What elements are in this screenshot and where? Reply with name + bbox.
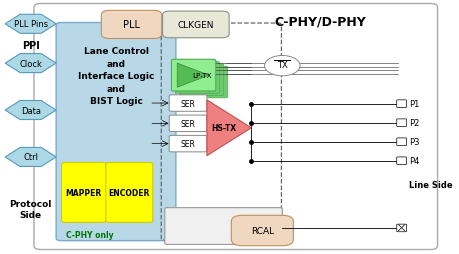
Text: SER: SER xyxy=(180,99,195,108)
FancyBboxPatch shape xyxy=(396,138,406,146)
FancyBboxPatch shape xyxy=(169,136,207,152)
FancyBboxPatch shape xyxy=(175,62,219,94)
Text: PLL: PLL xyxy=(123,20,140,30)
FancyBboxPatch shape xyxy=(169,116,207,132)
FancyBboxPatch shape xyxy=(396,157,406,165)
Text: HS-TX: HS-TX xyxy=(210,124,235,133)
Text: MAPPER: MAPPER xyxy=(66,188,102,197)
Polygon shape xyxy=(5,148,56,167)
Text: C-PHY only: C-PHY only xyxy=(66,230,114,239)
FancyBboxPatch shape xyxy=(396,119,406,127)
FancyBboxPatch shape xyxy=(169,96,207,112)
Text: RCAL: RCAL xyxy=(250,226,273,235)
FancyBboxPatch shape xyxy=(183,67,227,99)
FancyBboxPatch shape xyxy=(62,163,106,223)
Text: P4: P4 xyxy=(408,157,418,166)
Text: P2: P2 xyxy=(408,119,418,128)
Text: C-PHY/D-PHY: C-PHY/D-PHY xyxy=(274,16,365,29)
FancyBboxPatch shape xyxy=(34,5,437,249)
Polygon shape xyxy=(5,54,56,73)
FancyBboxPatch shape xyxy=(171,60,215,92)
FancyBboxPatch shape xyxy=(179,65,223,96)
Text: Lane Control
and
Interface Logic
and
BIST Logic: Lane Control and Interface Logic and BIS… xyxy=(78,47,154,106)
Polygon shape xyxy=(177,64,209,88)
FancyBboxPatch shape xyxy=(164,208,282,244)
FancyBboxPatch shape xyxy=(56,23,175,241)
Text: P3: P3 xyxy=(408,138,418,147)
Circle shape xyxy=(264,56,299,76)
FancyBboxPatch shape xyxy=(101,11,161,39)
Text: ENCODER: ENCODER xyxy=(108,188,150,197)
Text: CLKGEN: CLKGEN xyxy=(177,21,213,30)
Text: SER: SER xyxy=(180,139,195,149)
FancyBboxPatch shape xyxy=(231,215,293,246)
FancyBboxPatch shape xyxy=(396,101,406,108)
Text: Ctrl: Ctrl xyxy=(23,153,38,162)
Polygon shape xyxy=(207,101,251,156)
FancyBboxPatch shape xyxy=(396,224,406,232)
Text: PLL Pins: PLL Pins xyxy=(13,20,48,29)
Polygon shape xyxy=(5,101,56,120)
FancyBboxPatch shape xyxy=(106,163,152,223)
FancyBboxPatch shape xyxy=(162,12,229,39)
Text: LP-TX: LP-TX xyxy=(192,73,212,79)
Text: Clock: Clock xyxy=(19,59,42,68)
Text: Protocol
Side: Protocol Side xyxy=(10,199,52,219)
Polygon shape xyxy=(5,15,56,34)
Text: SER: SER xyxy=(180,119,195,128)
Text: Line Side: Line Side xyxy=(408,181,451,189)
Text: PPI: PPI xyxy=(22,41,39,51)
Text: P1: P1 xyxy=(408,100,418,109)
Text: TX: TX xyxy=(276,61,287,70)
Text: Data: Data xyxy=(21,106,40,115)
